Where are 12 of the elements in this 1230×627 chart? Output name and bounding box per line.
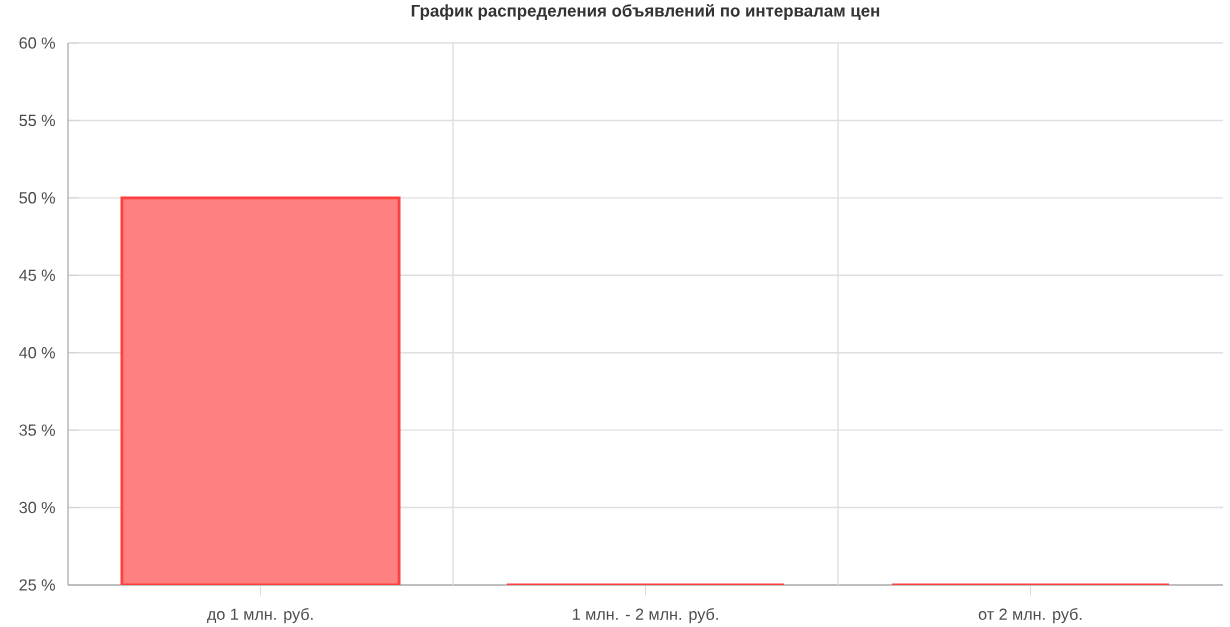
y-tick-label: 25 % — [19, 579, 55, 591]
x-tick-label: 1 млн. - 2 млн. руб. — [572, 607, 718, 624]
chart-title: График распределения объявлений по интервалам цен — [411, 3, 880, 21]
y-tick-label: 50 % — [19, 192, 55, 204]
y-tick-label: 45 % — [19, 269, 55, 281]
y-tick-label: 30 % — [19, 501, 55, 514]
y-tick-label: 35 % — [19, 424, 55, 436]
x-tick-label: до 1 млн. руб. — [207, 607, 313, 624]
y-tick-label: 60 % — [19, 37, 55, 49]
x-tick-label: от 2 млн. руб. — [978, 607, 1082, 624]
y-tick-label: 40 % — [19, 346, 55, 359]
y-tick-label: 55 % — [19, 114, 55, 127]
